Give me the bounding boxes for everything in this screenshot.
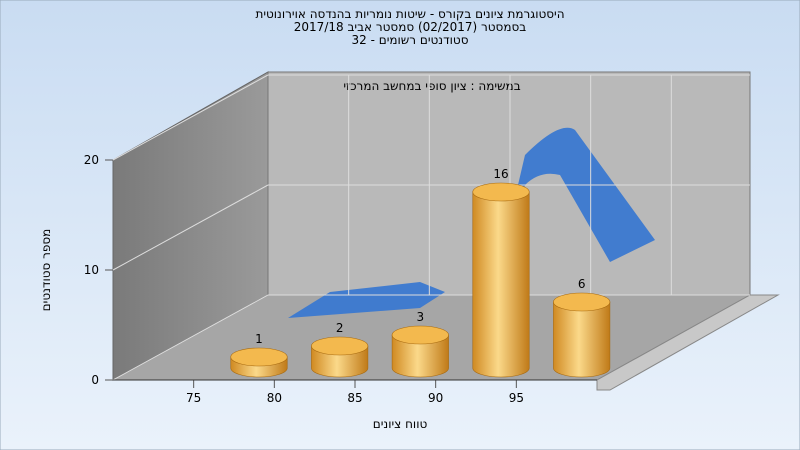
grid-line — [112, 74, 269, 161]
bar — [311, 336, 369, 378]
bar-body — [553, 301, 611, 378]
grid-line — [112, 184, 269, 271]
title: היסטוגרמת ציונים בקורס - שיטות נומריות ב… — [255, 7, 564, 47]
bar — [472, 182, 530, 378]
x-tick-label: 80 — [267, 391, 282, 405]
bar-body — [391, 334, 449, 378]
bar-body — [472, 191, 530, 378]
value-label: 3 — [417, 310, 425, 324]
bar — [553, 292, 611, 378]
value-label: 2 — [336, 321, 344, 335]
y-tick-label: 10 — [84, 263, 99, 277]
bar-top — [311, 336, 369, 356]
floor-edge — [596, 294, 780, 391]
y-axis-label: מספר סטודנטים — [39, 229, 53, 312]
bar — [391, 325, 449, 378]
grid-line — [112, 294, 269, 381]
bar — [230, 347, 288, 378]
x-axis-label: טווח ציונים — [373, 417, 428, 431]
title-line: סטודנטים רשומים - 32 — [351, 33, 468, 47]
value-label: 16 — [493, 167, 508, 181]
bar-top — [391, 325, 449, 345]
x-tick-label: 90 — [428, 391, 443, 405]
y-tick-label: 20 — [84, 153, 99, 167]
x-tick-label: 75 — [186, 391, 201, 405]
value-label: 6 — [578, 277, 586, 291]
bar-top — [553, 292, 611, 312]
annotation: במשימה : ציון סופי במחשב המרכזי — [343, 79, 520, 93]
value-label: 1 — [255, 332, 263, 346]
x-tick-label: 85 — [347, 391, 362, 405]
title-line: בסמסטר (02/2017) סמסטר אביב 2017/18 — [294, 20, 526, 34]
x-tick-label: 95 — [509, 391, 524, 405]
title-line: היסטוגרמת ציונים בקורס - שיטות נומריות ב… — [255, 7, 564, 21]
normal-curve — [288, 127, 655, 319]
bar-top — [472, 182, 530, 202]
y-tick-label: 0 — [91, 373, 99, 387]
bar-top — [230, 347, 288, 367]
